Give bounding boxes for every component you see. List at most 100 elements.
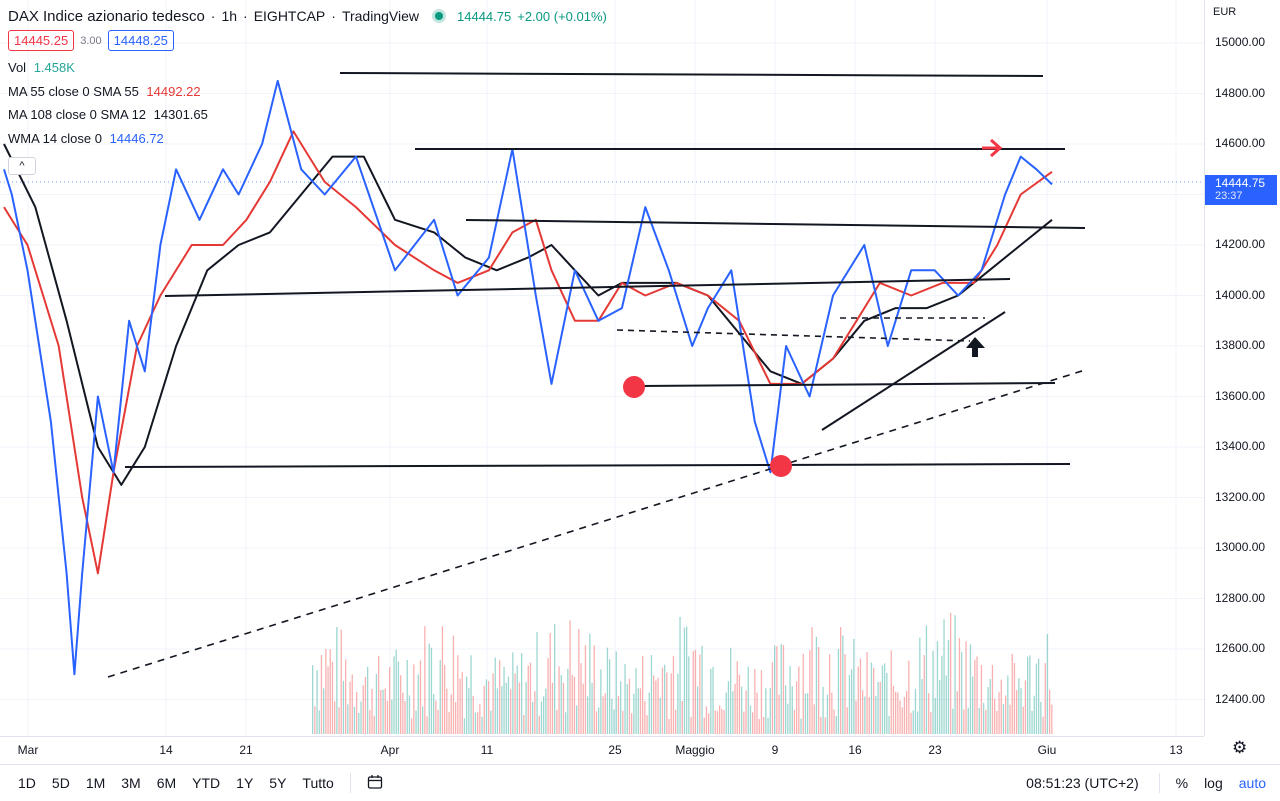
volume-bar bbox=[736, 661, 738, 734]
price-label: 14600.00 bbox=[1215, 136, 1266, 150]
volume-bar bbox=[589, 633, 591, 734]
volume-bar bbox=[1022, 706, 1024, 734]
volume-bar bbox=[774, 645, 776, 734]
volume-bar bbox=[870, 662, 873, 734]
interval-label[interactable]: 1h bbox=[221, 8, 238, 24]
volume-bar bbox=[798, 666, 800, 734]
volume-bar bbox=[837, 649, 840, 734]
time-axis[interactable]: Mar 14 21 Apr 11 25 Maggio 9 16 23 Giu 13 bbox=[0, 736, 1204, 763]
volume-bar bbox=[694, 649, 697, 734]
indicator-ma55[interactable]: MA 55 close 0 SMA 55 14492.22 bbox=[8, 83, 201, 99]
volume-bar bbox=[439, 659, 441, 734]
price-axis[interactable]: EUR 15000.0014800.0014600.0014400.001420… bbox=[1204, 0, 1280, 736]
volume-bar bbox=[879, 681, 881, 734]
resistance-line-top[interactable] bbox=[339, 72, 1044, 77]
volume-bar bbox=[1051, 704, 1053, 734]
volume-bar bbox=[866, 651, 868, 734]
timeframe-1d[interactable]: 1D bbox=[18, 775, 36, 791]
volume-bar bbox=[917, 711, 919, 734]
volume-bar bbox=[356, 691, 358, 734]
timeframe-3m[interactable]: 3M bbox=[121, 775, 141, 791]
volume-bar bbox=[1005, 695, 1007, 734]
volume-bar bbox=[562, 682, 565, 734]
volume-bar bbox=[892, 685, 895, 734]
volume-bar bbox=[793, 710, 796, 734]
volume-bar bbox=[514, 673, 516, 734]
symbol-header[interactable]: DAX Indice azionario tedesco · 1h · EIGH… bbox=[8, 7, 607, 25]
volume-bar bbox=[936, 641, 939, 734]
volume-bar bbox=[452, 635, 455, 734]
volume-bar bbox=[723, 710, 725, 734]
volume-bar bbox=[461, 672, 463, 734]
timeframe-1y[interactable]: 1Y bbox=[236, 775, 254, 791]
volume-bar bbox=[503, 667, 505, 734]
support-line-13650[interactable] bbox=[639, 382, 1056, 387]
volume-bar bbox=[527, 665, 529, 734]
volume-bar bbox=[890, 650, 892, 734]
volume-bar bbox=[373, 715, 375, 734]
volume-bar bbox=[666, 672, 668, 734]
volume-bar bbox=[472, 695, 474, 734]
clock-timezone[interactable]: 08:51:23 (UTC+2) bbox=[1026, 775, 1139, 791]
rising-trendline[interactable] bbox=[821, 311, 1006, 431]
calendar-range-icon[interactable] bbox=[359, 774, 391, 793]
volume-bar bbox=[613, 709, 615, 734]
volume-bar bbox=[888, 716, 890, 734]
volume-bar bbox=[323, 688, 325, 734]
current-price-tag: 14444.75 23:37 bbox=[1205, 175, 1277, 205]
volume-bar bbox=[327, 666, 329, 734]
last-price: 14444.75 bbox=[457, 8, 512, 24]
auto-scale-button[interactable]: auto bbox=[1238, 775, 1266, 791]
currency-label[interactable]: EUR bbox=[1213, 6, 1237, 18]
timeframe-5y[interactable]: 5Y bbox=[269, 775, 287, 791]
volume-bar bbox=[358, 713, 360, 734]
log-scale-button[interactable]: log bbox=[1204, 775, 1223, 791]
timeframe-6m[interactable]: 6M bbox=[156, 775, 177, 791]
platform-label: TradingView bbox=[341, 8, 419, 24]
indicator-ma108[interactable]: MA 108 close 0 SMA 12 14301.65 bbox=[8, 107, 208, 122]
symbol-name[interactable]: DAX Indice azionario tedesco bbox=[8, 7, 205, 25]
timeframe-ytd[interactable]: YTD bbox=[192, 775, 221, 791]
timeframe-all[interactable]: Tutto bbox=[302, 775, 334, 791]
volume-bar bbox=[312, 665, 314, 734]
bar-countdown: 23:37 bbox=[1215, 190, 1243, 202]
price-change: +2.00 (+0.01%) bbox=[517, 8, 607, 24]
volume-bar bbox=[967, 707, 969, 734]
volume-bar bbox=[991, 664, 994, 734]
sell-button[interactable]: 14445.25 bbox=[8, 30, 75, 51]
volume-bar bbox=[369, 709, 371, 734]
dashed-long-trendline[interactable] bbox=[107, 369, 1086, 678]
gear-icon[interactable]: ⚙ bbox=[1232, 738, 1248, 757]
volume-bar bbox=[776, 646, 778, 734]
volume-bar bbox=[415, 710, 417, 734]
buy-button[interactable]: 14448.25 bbox=[107, 30, 174, 51]
volume-bar bbox=[835, 716, 837, 734]
volume-bar bbox=[974, 659, 976, 734]
time-label: Apr bbox=[380, 743, 400, 757]
volume-bar bbox=[811, 627, 813, 734]
timeframe-1m[interactable]: 1M bbox=[85, 775, 106, 791]
ma108-line bbox=[3, 143, 1053, 486]
spread-value: 3.00 bbox=[80, 34, 102, 47]
indicator-wma14[interactable]: WMA 14 close 0 14446.72 bbox=[8, 130, 164, 146]
volume-bar bbox=[314, 706, 316, 734]
volume-bar bbox=[690, 716, 692, 734]
price-chart[interactable] bbox=[0, 0, 1204, 736]
dashed-neckline[interactable] bbox=[616, 329, 971, 342]
volume-bar bbox=[710, 669, 712, 734]
percent-scale-button[interactable]: % bbox=[1175, 775, 1189, 791]
volume-bar bbox=[455, 701, 457, 734]
volume-bar bbox=[881, 665, 884, 734]
volume-bar bbox=[1018, 678, 1020, 734]
volume-bar bbox=[477, 712, 479, 734]
collapse-legend-button[interactable]: ^ bbox=[8, 157, 36, 175]
volume-bar bbox=[569, 620, 571, 734]
support-line-13300[interactable] bbox=[124, 463, 1071, 468]
support-line-14000[interactable] bbox=[164, 278, 1011, 297]
time-label: 11 bbox=[480, 743, 494, 757]
volume-bar bbox=[818, 647, 820, 734]
volume-bar bbox=[648, 692, 650, 734]
timeframe-5d[interactable]: 5D bbox=[51, 775, 70, 791]
indicator-volume[interactable]: Vol 1.458K bbox=[8, 60, 75, 75]
resistance-line-14250[interactable] bbox=[465, 219, 1086, 229]
